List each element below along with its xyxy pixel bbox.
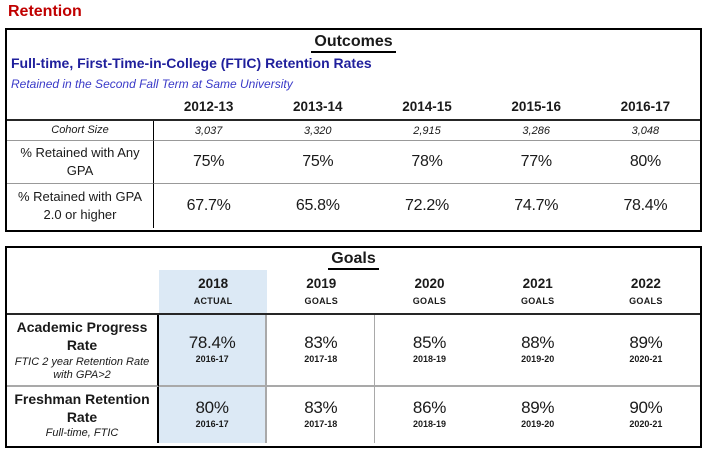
retained-any-gpa-cell: 77% — [481, 141, 591, 184]
outcomes-year-header: 2016-17 — [590, 94, 700, 121]
goals-header-type: GOALS — [629, 296, 663, 307]
academic-progress-cell-2019: 83% 2017-18 — [267, 315, 376, 387]
goal-period: 2020-21 — [629, 354, 663, 365]
page-title: Retention — [8, 3, 82, 20]
goal-period: 2019-20 — [521, 419, 555, 430]
goals-header-type: GOALS — [412, 296, 447, 307]
retained-any-gpa-cell: 75% — [263, 141, 373, 184]
retained-any-gpa-cell: 78% — [372, 141, 482, 184]
goals-column-header-2021-goals: 2021 GOALS — [483, 270, 592, 315]
row-label-academic-progress-rate: Academic Progress Rate FTIC 2 year Reten… — [7, 315, 159, 387]
freshman-retention-cell-2021: 89% 2019-20 — [484, 387, 592, 443]
cohort-size-cell: 3,048 — [590, 121, 700, 141]
cohort-size-cell: 3,286 — [481, 121, 591, 141]
goals-table: Goals 2018 ACTUAL 2019 GOALS 2020 GOALS … — [5, 246, 702, 448]
outcomes-title: Outcomes — [311, 33, 396, 53]
goals-corner-cell — [7, 270, 159, 315]
academic-progress-cell-2022: 89% 2020-21 — [591, 315, 700, 387]
goals-grid: 2018 ACTUAL 2019 GOALS 2020 GOALS 2021 G… — [7, 270, 700, 443]
goals-header-year: 2020 — [414, 276, 445, 292]
goal-period: 2017-18 — [304, 419, 338, 430]
goal-period: 2016-17 — [195, 354, 229, 365]
retained-gpa2-cell: 65.8% — [295, 197, 340, 214]
goals-column-header-2019-goals: 2019 GOALS — [267, 270, 376, 315]
goal-value: 86% — [412, 398, 447, 418]
goal-period: 2018-19 — [412, 354, 446, 365]
row-label-freshman-retention-rate: Freshman Retention Rate Full-time, FTIC — [7, 387, 159, 443]
cohort-size-cell: 3,037 — [154, 121, 264, 141]
goals-header-type: GOALS — [520, 296, 555, 307]
goals-header-type: GOALS — [304, 296, 339, 307]
goal-value: 78.4% — [188, 333, 236, 353]
goals-row-sublabel: FTIC 2 year Retention Rate with GPA>2 — [14, 355, 150, 381]
goal-value: 90% — [629, 398, 663, 418]
goals-header-year: 2021 — [522, 276, 553, 292]
retained-gpa2-cell: 67.7% — [186, 197, 231, 214]
cohort-size-cell: 3,320 — [263, 121, 373, 141]
goals-header-year: 2019 — [306, 276, 337, 292]
retained-gpa2-cell: 72.2% — [405, 197, 449, 214]
goal-period: 2019-20 — [521, 354, 555, 365]
freshman-retention-cell-2022: 90% 2020-21 — [592, 387, 700, 443]
goals-title: Goals — [328, 250, 379, 270]
goals-row-label: Freshman Retention Rate — [14, 390, 150, 425]
goal-value: 83% — [304, 398, 338, 418]
goal-period: 2020-21 — [629, 419, 663, 430]
outcomes-year-header: 2013-14 — [263, 94, 373, 121]
goal-value: 85% — [412, 333, 447, 353]
outcomes-year-header: 2015-16 — [481, 94, 591, 121]
outcomes-year-header: 2014-15 — [372, 94, 482, 121]
retained-any-gpa-cell: 80% — [590, 141, 700, 184]
outcomes-subtitle: Full-time, First-Time-in-College (FTIC) … — [11, 55, 372, 71]
goal-value: 89% — [521, 398, 555, 418]
goal-value: 89% — [629, 333, 663, 353]
outcomes-grid: 2012-13 2013-14 2014-15 2015-16 2016-17 … — [7, 94, 700, 228]
outcomes-caption: Retained in the Second Fall Term at Same… — [11, 76, 293, 91]
goals-column-header-2022-goals: 2022 GOALS — [591, 270, 700, 315]
academic-progress-cell-2018: 78.4% 2016-17 — [159, 315, 268, 387]
retained-gpa2-cell: 78.4% — [623, 197, 668, 214]
goals-header-year: 2018 — [198, 276, 229, 292]
retained-gpa2-cell: 74.7% — [514, 197, 559, 214]
freshman-retention-cell-2020: 86% 2018-19 — [375, 387, 483, 443]
outcomes-year-header: 2012-13 — [154, 94, 264, 121]
goals-column-header-2020-goals: 2020 GOALS — [375, 270, 484, 315]
goals-row-sublabel: Full-time, FTIC — [45, 427, 119, 440]
outcomes-table: Outcomes Full-time, First-Time-in-Colleg… — [5, 28, 702, 232]
goals-title-row: Goals — [7, 248, 700, 270]
row-label-retained-any-gpa: % Retained with Any GPA — [7, 141, 154, 184]
goals-header-type: ACTUAL — [193, 296, 233, 307]
goal-period: 2016-17 — [195, 419, 229, 430]
outcomes-title-row: Outcomes — [7, 30, 700, 53]
goals-header-year: 2022 — [630, 276, 661, 292]
academic-progress-cell-2020: 85% 2018-19 — [375, 315, 484, 387]
goal-period: 2018-19 — [412, 419, 446, 430]
goal-value: 80% — [195, 398, 229, 418]
goal-period: 2017-18 — [304, 354, 338, 365]
academic-progress-cell-2021: 88% 2019-20 — [483, 315, 592, 387]
row-label-retained-gpa2: % Retained with GPA 2.0 or higher — [7, 184, 154, 228]
retained-any-gpa-cell: 75% — [154, 141, 264, 184]
goals-row-label: Academic Progress Rate — [16, 319, 148, 354]
row-label-cohort-size: Cohort Size — [7, 121, 154, 141]
goals-column-header-2018-actual: 2018 ACTUAL — [159, 270, 268, 315]
cohort-size-cell: 2,915 — [372, 121, 482, 141]
freshman-retention-cell-2018: 80% 2016-17 — [159, 387, 268, 443]
freshman-retention-cell-2019: 83% 2017-18 — [267, 387, 376, 443]
goal-value: 88% — [521, 333, 555, 353]
goal-value: 83% — [304, 333, 338, 353]
outcomes-corner-cell — [7, 94, 154, 121]
